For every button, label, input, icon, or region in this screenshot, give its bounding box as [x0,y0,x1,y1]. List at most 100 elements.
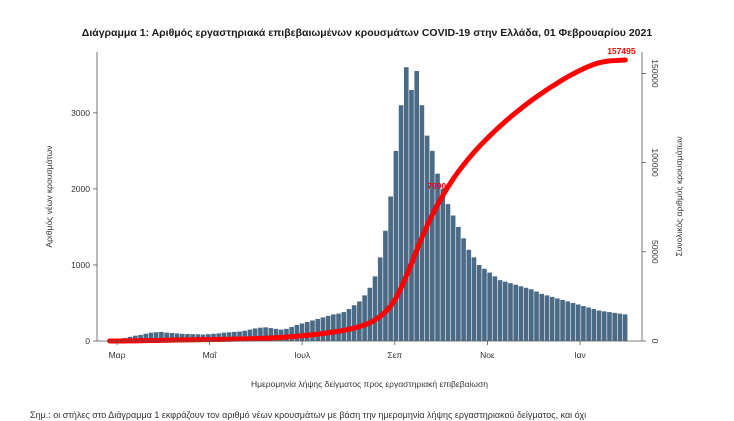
y-tick-label: 1000 [71,260,90,270]
bar [435,173,440,341]
bar [440,188,446,341]
bar [523,287,529,341]
bar [409,90,414,341]
bar [607,312,612,341]
bar [226,332,232,341]
bar [482,268,487,341]
bar [320,317,326,341]
bar [268,328,274,341]
bar [497,280,503,341]
y-axis-label: Αριθμός νέων κρουσμάτων [44,145,54,247]
bar [174,333,180,341]
x-tick-label: Μαρ [109,350,126,360]
bar [138,334,143,341]
y-tick-label: 2000 [71,184,90,194]
bar [153,332,159,341]
bar [555,298,560,341]
bar [143,333,149,341]
x-tick-label: Ιουλ [294,350,311,360]
bar [539,293,545,341]
bar [388,196,393,341]
y2-tick-label: 150000 [650,59,660,88]
bar [336,313,341,341]
y2-tick-label: 100000 [650,148,660,177]
bar [252,328,258,341]
bar [513,284,518,341]
bar [357,301,362,341]
bar [508,283,513,341]
cumulative-line [107,57,628,344]
bar [466,249,472,341]
bar [456,226,461,341]
bar [617,313,623,341]
annotations: 157495 79900 [427,46,636,191]
bar [450,215,456,341]
y2-tick-label: 50000 [650,240,660,264]
bar [549,296,555,341]
bar [372,276,378,341]
bar [424,135,430,341]
bar [237,331,242,341]
x-tick-label: Νοε [480,350,495,360]
bar [461,238,466,341]
bar [148,332,154,341]
bar [596,310,602,341]
bar [471,257,477,341]
bar [383,230,388,341]
bar [242,330,248,341]
bar [419,105,425,342]
bar [398,105,404,342]
bar [591,309,597,341]
bar [232,331,237,341]
footnote: Σημ.: οι στήλες στο Διάγραμμα 1 εκφράζου… [30,410,587,420]
x-tick-label: Ιαν [574,350,586,360]
bar [310,320,315,341]
bar [164,332,169,341]
bar [529,289,534,341]
bar [393,150,399,341]
bar [445,204,451,341]
bar [179,333,185,341]
bar [560,299,565,341]
bar [351,305,357,341]
bar [586,307,591,341]
bar [367,287,373,341]
bar [581,306,586,341]
y-tick-label: 0 [85,336,90,346]
bar [331,314,336,341]
bar [159,331,164,341]
bar [565,301,571,341]
bar [612,312,617,341]
bar [299,323,305,341]
axis-labels: Ημερομηνία λήψης δείγματος προς εργαστηρ… [44,136,684,389]
bar [304,321,310,341]
bar [430,150,435,341]
axis-ticks: 0 1000 2000 3000 0 50000 100000 150000 Μαρ Μαΐ Ιου… [71,59,660,360]
bar [403,67,409,342]
y-tick-label: 3000 [71,108,90,118]
bar [263,327,268,341]
y2-tick-label: 0 [650,339,660,344]
bar [294,325,300,341]
bar [247,329,253,341]
bar [289,326,294,341]
axes [96,52,643,342]
chart-title: Διάγραμμα 1: Αριθμός εργαστηριακά επιβεβ… [81,27,653,39]
bar [325,315,331,341]
bar [221,332,227,341]
bar [534,291,539,341]
x-tick-label: Μαΐ [203,350,218,360]
bar [362,295,367,341]
cumulative-label: 79900 [427,181,451,191]
x-axis-label: Ημερομηνία λήψης δείγματος προς εργαστηρ… [251,379,488,389]
bar-series [107,67,628,342]
bar [544,295,550,341]
x-tick-label: Σεπ [387,350,402,360]
cumulative-label: 157495 [607,46,636,56]
bar [341,312,347,341]
bar [502,281,508,341]
y2-axis-label: Συνολικός αριθμός κρουσμάτων [674,136,684,256]
bar [414,71,419,341]
bar [476,264,482,341]
